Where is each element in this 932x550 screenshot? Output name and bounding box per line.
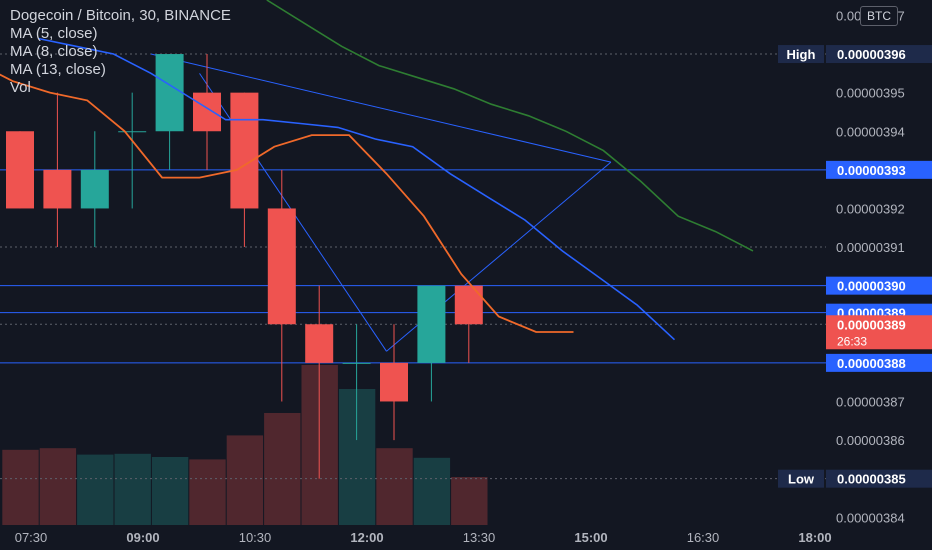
candle-body[interactable]	[43, 169, 72, 209]
x-tick-label: 12:00	[350, 530, 383, 545]
low-tag[interactable]: Low	[788, 472, 815, 487]
ma13-line	[266, 0, 754, 252]
candle-body[interactable]	[454, 285, 483, 325]
trend-line[interactable]	[150, 53, 612, 163]
y-tick-label: 0.00000391	[836, 240, 905, 255]
price-label-bg	[826, 276, 932, 295]
volume-bar	[114, 453, 151, 525]
indicator-ma13[interactable]: MA (13, close)	[10, 61, 106, 78]
candle-body[interactable]	[118, 131, 147, 133]
price-label[interactable]: 0.00000388	[837, 356, 906, 371]
candle-body[interactable]	[155, 54, 184, 132]
volume-bar	[77, 454, 114, 525]
y-tick-label: 0.00000392	[836, 201, 905, 216]
ma8-line	[38, 37, 676, 341]
price-label[interactable]: 0.00000396	[837, 47, 906, 62]
volume-bars	[2, 365, 488, 525]
price-axis-bg	[826, 0, 932, 550]
price-axis[interactable]: 0.000003970.000003960.000003950.00000394…	[778, 0, 932, 550]
indicator-ma8[interactable]: MA (8, close)	[10, 43, 98, 60]
volume-bar	[2, 449, 39, 525]
x-tick-label: 15:00	[574, 530, 607, 545]
time-axis-bg	[0, 525, 826, 550]
time-axis[interactable]: 07:30 09:00 10:30 12:00 13:30 15:00 16:30 18:00	[0, 525, 832, 550]
candle-body[interactable]	[80, 169, 109, 209]
volume-bar	[151, 457, 189, 525]
last-price-bg	[826, 315, 932, 350]
x-tick-label: 07:30	[15, 530, 48, 545]
high-tag[interactable]: High	[787, 47, 816, 62]
volume-bar	[376, 448, 413, 525]
price-label[interactable]: 0.00000393	[837, 163, 906, 178]
indicator-vol[interactable]: Vol	[10, 79, 31, 96]
y-tick-label: 0.00000387	[836, 394, 905, 409]
y-tick-label: 0.00000384	[836, 510, 905, 525]
chart-legend: Dogecoin / Bitcoin, 30, BINANCE MA (5, c…	[10, 7, 231, 97]
y-tick-label: 0.00000395	[836, 86, 905, 101]
candle-body[interactable]	[305, 324, 334, 363]
candle-body[interactable]	[230, 92, 259, 209]
candlesticks[interactable]	[6, 54, 483, 479]
currency-badge[interactable]: BTC	[860, 6, 898, 26]
symbol-title[interactable]: Dogecoin / Bitcoin, 30, BINANCE	[10, 7, 231, 24]
moving-averages	[0, 0, 754, 341]
x-tick-label: 10:30	[239, 530, 272, 545]
price-label-bg	[826, 45, 932, 64]
x-tick-label: 09:00	[126, 530, 159, 545]
volume-bar	[226, 435, 264, 525]
volume-bar	[39, 448, 77, 525]
tag-bg	[778, 469, 824, 488]
price-label[interactable]: 0.00000390	[837, 279, 906, 294]
indicator-ma5[interactable]: MA (5, close)	[10, 25, 98, 42]
horizontal-lines[interactable]	[0, 53, 826, 480]
candle-body[interactable]	[342, 362, 371, 364]
tag-bg	[778, 45, 824, 64]
last-price-label[interactable]: 0.00000389	[837, 317, 906, 332]
candle-body[interactable]	[193, 92, 221, 132]
volume-bar	[264, 413, 301, 525]
ma5-line	[0, 73, 574, 333]
candle-body[interactable]	[417, 285, 446, 363]
price-label[interactable]: 0.00000385	[837, 472, 906, 487]
x-tick-label: 16:30	[687, 530, 720, 545]
price-label-bg	[826, 160, 932, 179]
y-tick-label: 0.00000394	[836, 124, 905, 139]
price-label-bg	[826, 469, 932, 488]
countdown-label: 26:33	[837, 334, 867, 348]
y-tick-label: 0.00000386	[836, 433, 905, 448]
candle-body[interactable]	[6, 131, 34, 209]
price-label-bg	[826, 353, 932, 372]
volume-bar	[451, 477, 488, 525]
volume-bar	[413, 457, 451, 525]
candle-body[interactable]	[380, 362, 408, 402]
x-tick-label: 18:00	[798, 530, 831, 545]
x-tick-label: 13:30	[463, 530, 496, 545]
volume-bar	[189, 459, 226, 525]
candle-body[interactable]	[267, 208, 296, 325]
